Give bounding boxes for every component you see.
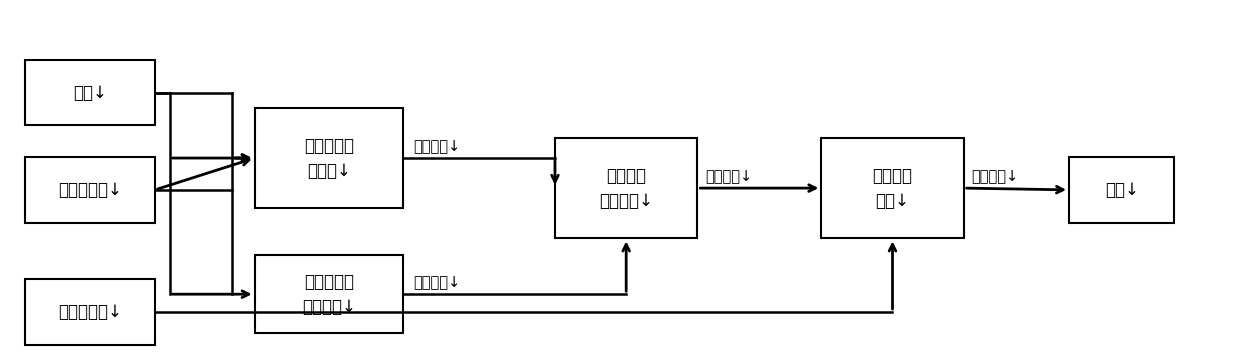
Bar (25, 60, 155, 125)
Bar (25, 157, 155, 223)
Text: 回正电流
衰减↓: 回正电流 衰减↓ (873, 166, 913, 209)
Bar (25, 279, 155, 345)
Text: 转速闭环
回正控制↓: 转速闭环 回正控制↓ (599, 166, 653, 209)
Text: 回正电流↓: 回正电流↓ (704, 170, 753, 185)
Text: 目标转速↓: 目标转速↓ (413, 140, 460, 154)
Bar (556, 138, 697, 239)
Text: 驾驶员手力↓: 驾驶员手力↓ (58, 303, 122, 321)
Text: 电机↓: 电机↓ (1105, 181, 1138, 199)
Text: 当前转速↓: 当前转速↓ (413, 275, 460, 291)
Bar (254, 108, 403, 208)
Bar (254, 255, 403, 333)
Text: 车速↓: 车速↓ (73, 84, 107, 102)
Text: 方向盘转角↓: 方向盘转角↓ (58, 181, 122, 199)
Text: 回正目标转
速计算↓: 回正目标转 速计算↓ (304, 137, 353, 180)
Text: 目标电流↓: 目标电流↓ (971, 170, 1018, 185)
Bar (821, 138, 963, 239)
Text: 卡尔曼滤波
转速估计↓: 卡尔曼滤波 转速估计↓ (303, 273, 356, 316)
Bar (1069, 157, 1174, 223)
